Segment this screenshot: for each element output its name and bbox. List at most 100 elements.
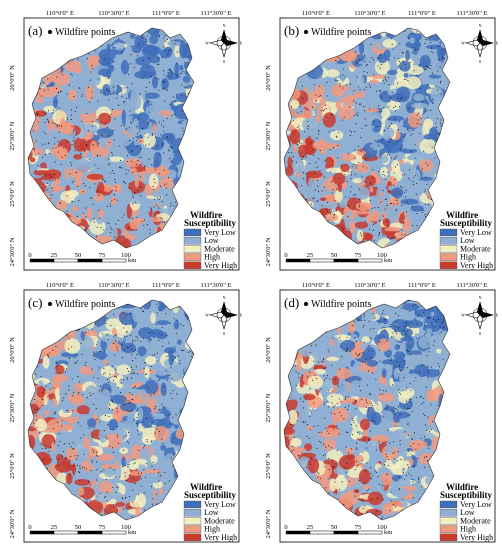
panel-label: (b) — [284, 23, 299, 38]
legend-class-label: Very Low — [204, 500, 236, 509]
wildfire-points-legend: Wildfire points — [311, 27, 372, 38]
legend-class-label: Moderate — [204, 244, 235, 253]
legend-swatch — [183, 525, 202, 533]
scale-tick-label: 0 — [284, 524, 287, 531]
legend-swatch — [439, 525, 458, 533]
latitude-tick-label: 26°0'0" N — [265, 337, 272, 363]
legend-class-label: Low — [204, 236, 219, 245]
longitude-tick-label: 110°30'0" E — [98, 282, 129, 289]
susceptibility-map — [28, 28, 194, 248]
north-label: N — [479, 295, 482, 300]
scale-tick-label: 25 — [51, 524, 58, 531]
map-panel: 110°0'0" E 110°30'0" E 111°0'0" E 111°30'0"… — [2, 8, 242, 273]
legend-class-label: High — [204, 253, 220, 262]
panel-label: (c) — [28, 295, 42, 310]
longitude-tick-label: 110°0'0" E — [46, 10, 74, 17]
south-label: S — [223, 59, 225, 64]
west-label: W — [205, 313, 209, 318]
map-svg: 110°0'0" E 110°30'0" E 111°0'0" E 111°30'0"… — [265, 282, 498, 543]
legend-swatch — [183, 261, 202, 270]
latitude-tick-label: 25°0'0" N — [9, 453, 16, 479]
wildfire-point-symbol — [304, 30, 308, 34]
legend-title: Wildfire — [190, 210, 222, 220]
longitude-tick-label: 111°30'0" E — [456, 282, 487, 289]
panel-label: (a) — [28, 23, 42, 38]
wildfire-point-symbol — [304, 302, 308, 306]
legend-swatch — [183, 533, 202, 542]
scale-tick-label: 50 — [331, 524, 338, 531]
north-arrow-icon: N S E W — [205, 23, 242, 64]
scale-tick-label: 75 — [99, 524, 106, 531]
legend-swatch — [183, 517, 202, 525]
legend-class-label: Very Low — [460, 228, 492, 237]
scale-tick-label: 50 — [331, 252, 338, 259]
longitude-tick-label: 110°0'0" E — [46, 282, 74, 289]
scale-unit: km — [128, 529, 136, 536]
map-panel: 110°0'0" E 110°30'0" E 111°0'0" E 111°30'0"… — [258, 8, 498, 273]
wildfire-points-legend: Wildfire points — [55, 27, 116, 38]
legend-swatch — [183, 508, 202, 517]
west-label: W — [205, 41, 209, 46]
legend-class-label: Moderate — [204, 516, 235, 525]
north-arrow-icon: N S E W — [461, 295, 498, 336]
longitude-tick-label: 111°0'0" E — [408, 282, 436, 289]
scale-unit: km — [128, 257, 136, 264]
south-label: S — [223, 331, 225, 336]
scale-tick-label: 100 — [121, 252, 131, 259]
longitude-tick-label: 111°30'0" E — [456, 10, 487, 17]
legend-swatch — [439, 533, 458, 542]
legend-class-label: Very High — [204, 533, 237, 542]
legend-swatch — [439, 253, 458, 261]
legend-title: Susceptibility — [184, 490, 237, 500]
legend-title: Susceptibility — [440, 218, 493, 228]
north-label: N — [223, 295, 226, 300]
north-label: N — [223, 23, 226, 28]
legend-class-label: Very High — [460, 261, 493, 270]
wildfire-point-symbol — [48, 302, 52, 306]
latitude-tick-label: 25°0'0" N — [265, 453, 272, 479]
scale-tick-label: 75 — [355, 252, 362, 259]
north-arrow-icon: N S E W — [461, 23, 498, 64]
legend-swatch — [439, 500, 458, 509]
longitude-tick-label: 111°30'0" E — [200, 282, 231, 289]
latitude-tick-label: 25°0'0" N — [9, 181, 16, 207]
scale-tick-label: 0 — [28, 524, 31, 531]
longitude-tick-label: 110°0'0" E — [302, 282, 330, 289]
legend-class-label: Low — [460, 236, 475, 245]
wildfire-points-legend: Wildfire points — [311, 299, 372, 310]
region-outline — [27, 27, 195, 249]
region-outline — [283, 27, 451, 249]
longitude-tick-label: 111°30'0" E — [200, 10, 231, 17]
legend-swatch — [183, 253, 202, 261]
longitude-tick-label: 111°0'0" E — [152, 10, 180, 17]
legend-swatch — [439, 228, 458, 237]
wildfire-points-legend: Wildfire points — [55, 299, 116, 310]
latitude-tick-label: 25°30'0" N — [9, 393, 16, 422]
map-svg: 110°0'0" E 110°30'0" E 111°0'0" E 111°30'0"… — [265, 10, 498, 271]
legend-swatch — [183, 236, 202, 245]
legend-swatch — [183, 228, 202, 237]
scale-tick-label: 25 — [307, 524, 314, 531]
region-outline — [27, 299, 195, 521]
latitude-tick-label: 24°30'0" N — [9, 237, 16, 266]
legend-swatch — [439, 245, 458, 253]
scale-tick-label: 50 — [75, 252, 82, 259]
legend-class-label: Very Low — [204, 228, 236, 237]
latitude-tick-label: 26°0'0" N — [265, 65, 272, 91]
scale-tick-label: 100 — [121, 524, 131, 531]
east-label: E — [240, 41, 242, 46]
south-label: S — [479, 59, 481, 64]
legend-swatch — [439, 508, 458, 517]
legend-title: Wildfire — [190, 482, 222, 492]
longitude-tick-label: 111°0'0" E — [152, 282, 180, 289]
east-label: E — [496, 313, 498, 318]
legend-title: Wildfire — [446, 210, 478, 220]
legend-swatch — [439, 517, 458, 525]
